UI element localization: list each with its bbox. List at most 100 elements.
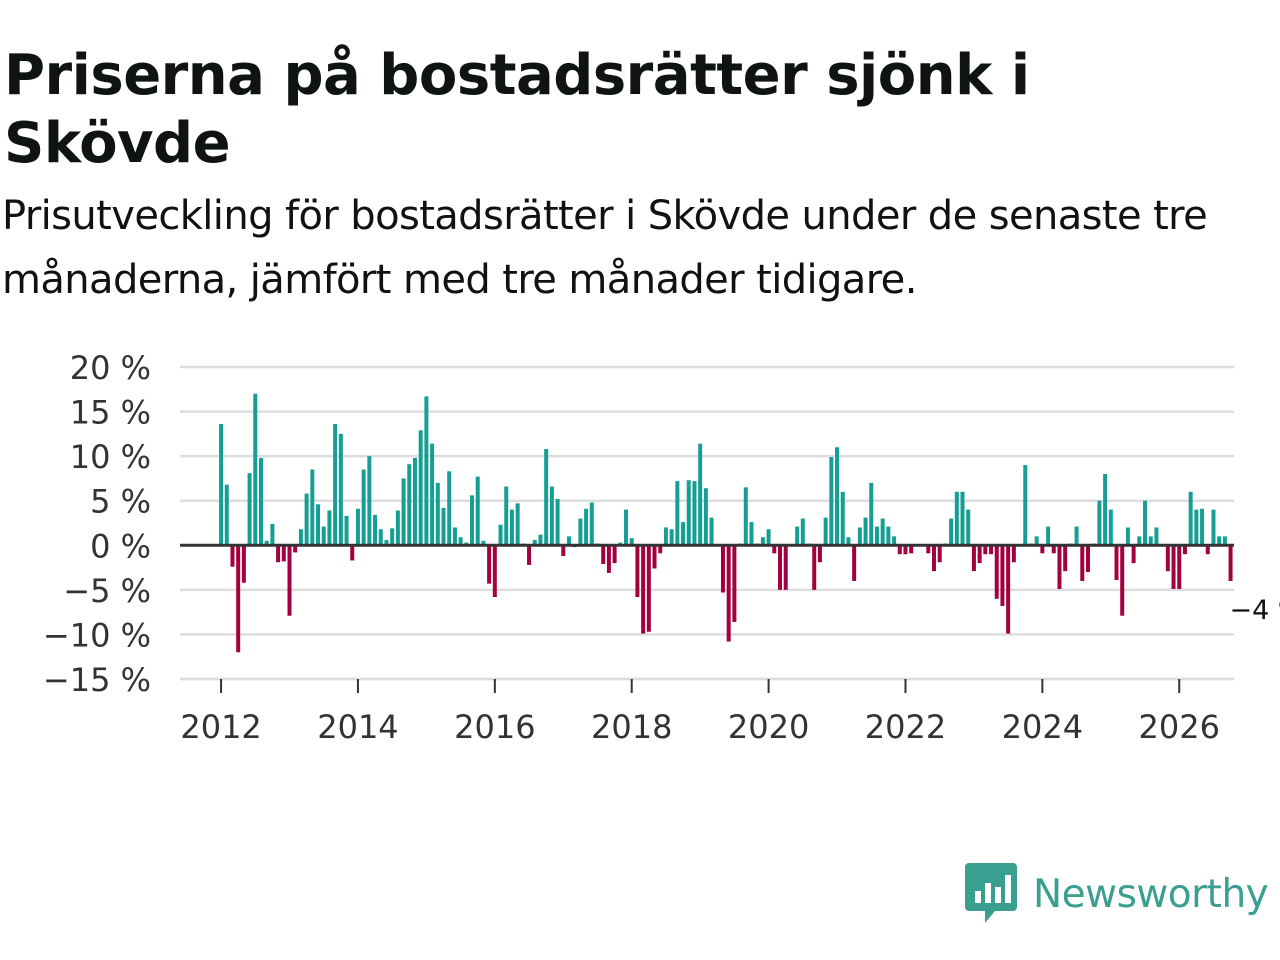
annotations: −4 % xyxy=(1230,595,1280,626)
bar-negative xyxy=(726,545,731,642)
bar-chart: 20 %15 %10 %5 %0 %−5 %−10 %−15 % 2012 201… xyxy=(43,349,1280,746)
bar-negative xyxy=(720,545,725,593)
bar-negative xyxy=(932,545,936,572)
bar-positive xyxy=(1143,500,1148,546)
bar-negative xyxy=(989,545,994,555)
bar-negative xyxy=(812,545,817,590)
y-tick-label: −15 % xyxy=(43,661,151,699)
bar-negative xyxy=(977,545,982,564)
bar-positive xyxy=(504,486,509,546)
bar-positive xyxy=(498,524,503,546)
bar-positive xyxy=(338,433,343,546)
bars xyxy=(219,393,1233,653)
bar-positive xyxy=(749,522,754,546)
bar-positive xyxy=(1222,536,1227,546)
bar-negative xyxy=(783,545,788,590)
bar-negative xyxy=(293,545,298,553)
bar-negative xyxy=(236,545,241,653)
brand-logo[interactable]: Newsworthy xyxy=(965,862,1269,926)
y-tick-label: 5 % xyxy=(90,483,151,521)
bar-positive xyxy=(1023,465,1028,546)
bar-positive xyxy=(863,517,868,546)
bar-negative xyxy=(612,545,617,564)
bar-negative xyxy=(1177,545,1182,589)
bar-positive xyxy=(566,536,571,546)
y-tick-label: 15 % xyxy=(70,394,151,432)
y-tick-label: 20 % xyxy=(70,349,151,387)
bar-negative xyxy=(1120,545,1125,616)
bar-positive xyxy=(675,481,680,546)
bar-positive xyxy=(829,457,834,546)
bar-negative xyxy=(1000,545,1005,606)
bar-positive xyxy=(270,523,275,546)
bar-positive xyxy=(949,518,954,546)
x-tick-label: 2020 xyxy=(728,708,809,746)
bar-positive xyxy=(692,481,697,546)
last-value-annotation: −4 % xyxy=(1230,595,1280,626)
bar-negative xyxy=(1131,545,1136,564)
bar-positive xyxy=(373,514,378,546)
bar-positive xyxy=(470,495,475,546)
bar-positive xyxy=(458,537,463,546)
bar-positive xyxy=(361,469,366,546)
bar-positive xyxy=(481,540,486,546)
y-axis-tick-labels: 20 % 15 % 10 % 5 % 0 % −5 % −10 % −15 % xyxy=(43,349,151,699)
bar-negative xyxy=(641,545,646,634)
bar-positive xyxy=(960,491,965,546)
x-tick-label: 2024 xyxy=(1002,708,1083,746)
bar-positive xyxy=(224,484,229,546)
bar-positive xyxy=(515,503,520,546)
bar-positive xyxy=(1217,536,1222,546)
bar-positive xyxy=(333,424,338,546)
bar-positive xyxy=(880,518,885,546)
bar-negative xyxy=(926,545,931,554)
bar-negative xyxy=(937,545,942,563)
bar-positive xyxy=(253,393,258,546)
bar-positive xyxy=(327,510,332,546)
bar-positive xyxy=(424,396,429,546)
y-tick-label: 0 % xyxy=(90,527,151,565)
bar-positive xyxy=(1148,536,1153,546)
x-tick-label: 2014 xyxy=(317,708,398,746)
bar-positive xyxy=(624,509,628,546)
x-tick-label: 2022 xyxy=(865,708,946,746)
bar-negative xyxy=(276,545,281,563)
bar-negative xyxy=(1063,545,1068,572)
bar-negative xyxy=(1165,545,1170,572)
bar-positive xyxy=(766,529,771,546)
bar-positive xyxy=(1211,509,1216,546)
bar-positive xyxy=(823,517,828,546)
bar-positive xyxy=(310,469,315,546)
bar-positive xyxy=(698,443,703,546)
bar-negative xyxy=(1040,545,1045,554)
bar-negative xyxy=(652,545,657,569)
bar-positive xyxy=(703,488,708,546)
bar-positive xyxy=(1125,527,1130,546)
bar-negative xyxy=(601,545,606,565)
bar-positive xyxy=(966,509,971,546)
bar-positive xyxy=(743,487,748,546)
chart-subtitle: Prisutveckling för bostadsrätter i Skövd… xyxy=(2,193,1208,303)
bar-negative xyxy=(903,545,908,555)
bar-positive xyxy=(475,476,480,546)
bar-positive xyxy=(264,540,269,546)
brand-name: Newsworthy xyxy=(1033,871,1269,917)
bar-positive xyxy=(538,534,543,546)
bar-positive xyxy=(447,471,452,546)
x-tick-label: 2012 xyxy=(180,708,261,746)
bar-negative xyxy=(971,545,976,572)
bar-positive xyxy=(219,424,224,546)
bar-positive xyxy=(1154,527,1159,546)
bar-positive xyxy=(663,527,668,546)
bar-negative xyxy=(1171,545,1176,589)
bar-positive xyxy=(629,538,634,546)
newsworthy-logo-icon xyxy=(965,863,1017,923)
bar-positive xyxy=(1137,536,1142,546)
bar-positive xyxy=(384,539,389,546)
bar-positive xyxy=(760,537,765,546)
bar-negative xyxy=(994,545,999,599)
bar-positive xyxy=(846,537,851,546)
bar-positive xyxy=(555,498,560,546)
bar-positive xyxy=(857,527,862,546)
bar-positive xyxy=(1046,526,1051,546)
